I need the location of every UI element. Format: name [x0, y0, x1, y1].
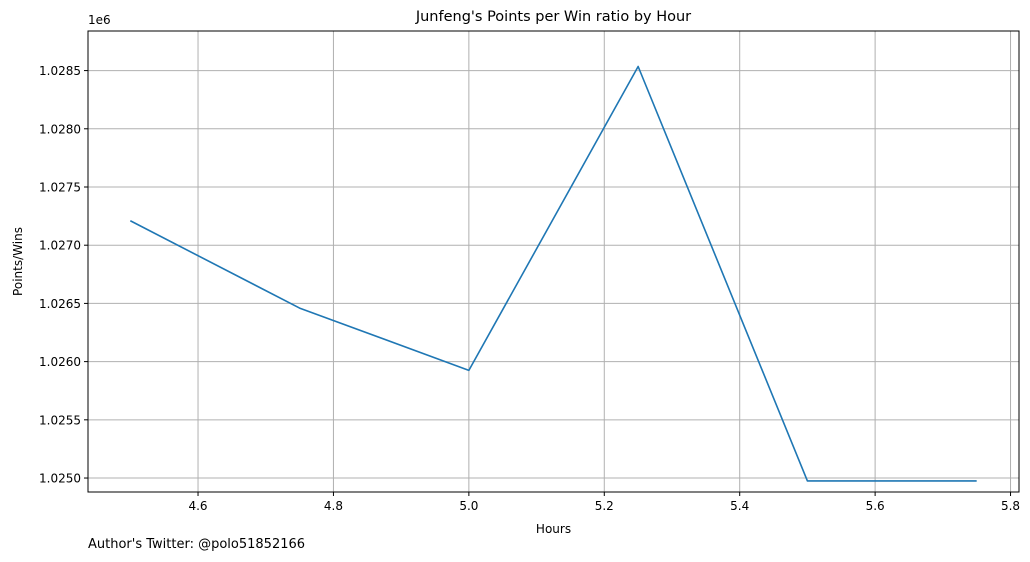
y-tick-label: 1.0280 [39, 122, 81, 136]
y-tick-label: 1.0265 [39, 297, 81, 311]
x-tick-label: 5.4 [730, 499, 749, 513]
series-layer [129, 65, 977, 482]
y-axis-label: Points/Wins [11, 227, 25, 296]
x-tick-label: 5.8 [1001, 499, 1020, 513]
y-tick-label: 1.0260 [39, 355, 81, 369]
y-tick-label: 1.0255 [39, 413, 81, 427]
x-tick-label: 4.8 [324, 499, 343, 513]
x-tick-label: 5.2 [595, 499, 614, 513]
grid-lines [88, 31, 1019, 492]
y-tick-label: 1.0275 [39, 180, 81, 194]
author-twitter-note: Author's Twitter: @polo51852166 [88, 537, 306, 552]
y-tick-label: 1.0270 [39, 239, 81, 253]
x-axis-label: Hours [536, 522, 571, 536]
y-tick-label: 1.0285 [39, 64, 81, 78]
plot-frame [87, 30, 1020, 493]
x-tick-label: 5.6 [866, 499, 885, 513]
x-tick-label: 4.6 [188, 499, 207, 513]
y-axis-offset-label: 1e6 [88, 13, 111, 27]
x-tick-label: 5.0 [459, 499, 478, 513]
chart-title: Junfeng's Points per Win ratio by Hour [415, 9, 691, 25]
tick-layer: 4.6 4.8 5.0 5.2 5.4 5.6 5.8 1.0250 1.0255 1.0260 1… [39, 64, 1020, 513]
y-tick-label: 1.0250 [39, 472, 81, 486]
series-line [129, 65, 977, 482]
